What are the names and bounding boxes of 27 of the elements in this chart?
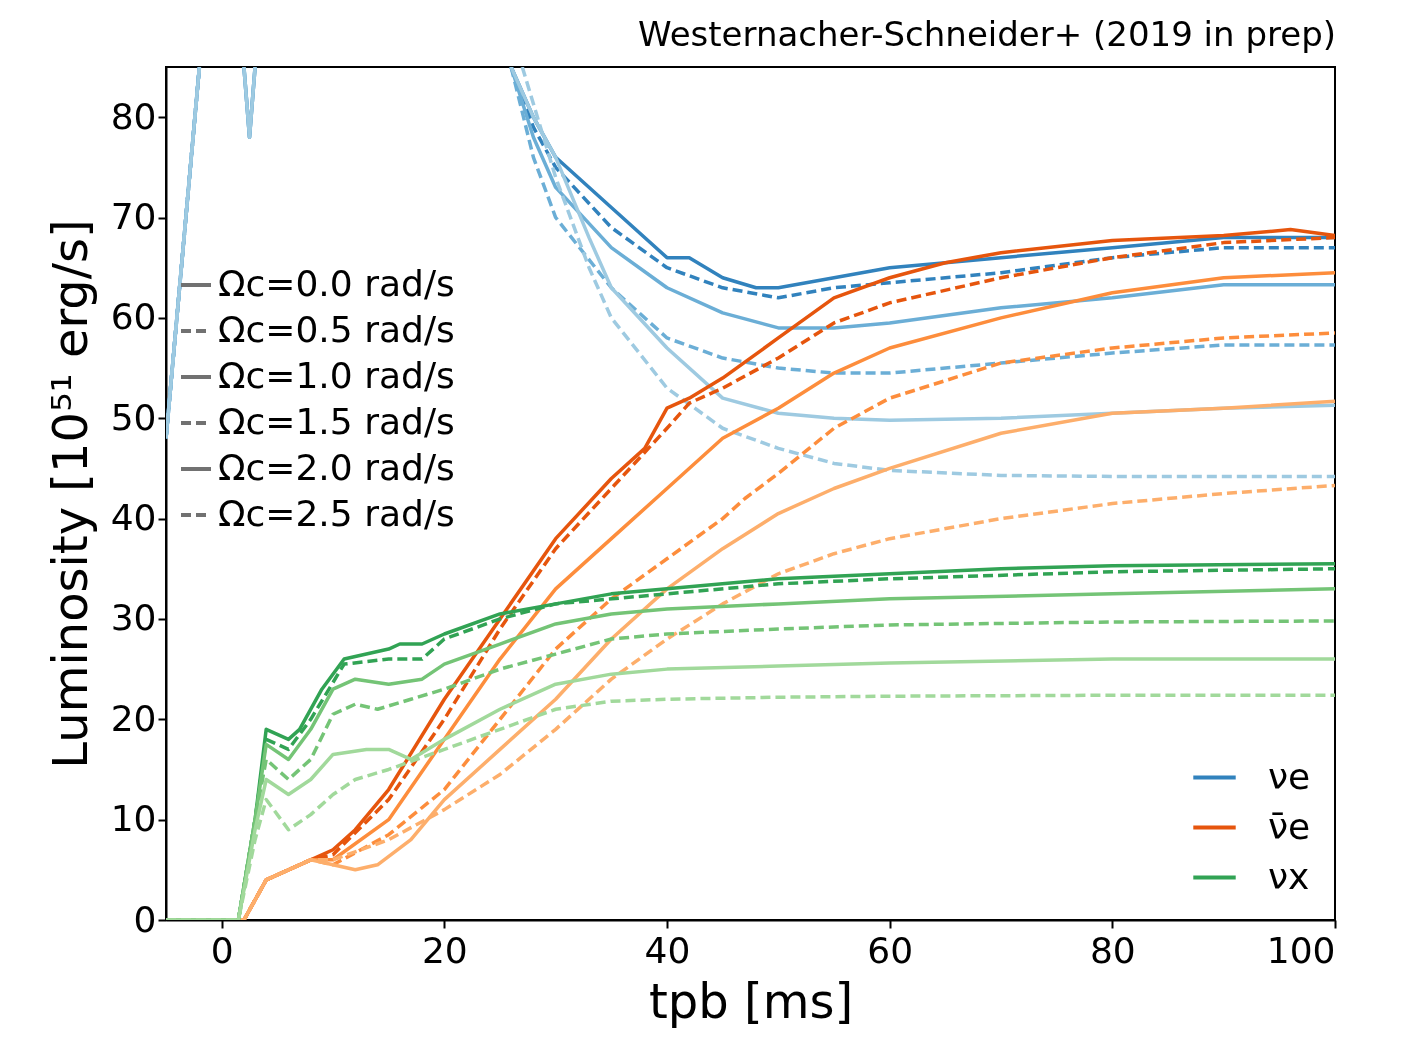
legend-label: ν̄e (1268, 805, 1311, 847)
annotation: Ωc=0.5 rad/s (218, 309, 455, 350)
y-tick-label: 30 (110, 597, 157, 639)
y-tick-label: 20 (110, 697, 157, 739)
legend-label: νe (1268, 755, 1311, 797)
x-tick-label: 100 (1266, 929, 1336, 971)
x-tick-label: 60 (867, 929, 914, 971)
x-tick-label: 80 (1089, 929, 1136, 971)
chart-title: Westernacher-Schneider+ (2019 in prep) (638, 14, 1336, 54)
y-tick-label: 40 (110, 497, 157, 539)
x-tick-label: 0 (210, 929, 234, 971)
y-axis-title: Luminosity [10⁵¹ erg/s] (41, 219, 98, 769)
legend-label: νx (1268, 855, 1310, 897)
x-tick-label: 40 (644, 929, 691, 971)
y-tick-label: 70 (110, 196, 157, 238)
x-tick-label: 20 (421, 929, 468, 971)
annotation: Ωc=0.0 rad/s (218, 263, 455, 304)
y-tick-label: 80 (110, 95, 157, 137)
y-tick-label: 0 (133, 898, 157, 940)
y-tick-label: 60 (110, 296, 157, 338)
y-tick-label: 10 (110, 798, 157, 840)
x-axis-title: tpb [ms] (648, 972, 854, 1029)
annotation: Ωc=2.5 rad/s (218, 493, 455, 534)
annotation: Ωc=1.0 rad/s (218, 355, 455, 396)
y-tick-label: 50 (110, 396, 157, 438)
annotation: Ωc=2.0 rad/s (218, 447, 455, 488)
annotation: Ωc=1.5 rad/s (218, 401, 455, 442)
